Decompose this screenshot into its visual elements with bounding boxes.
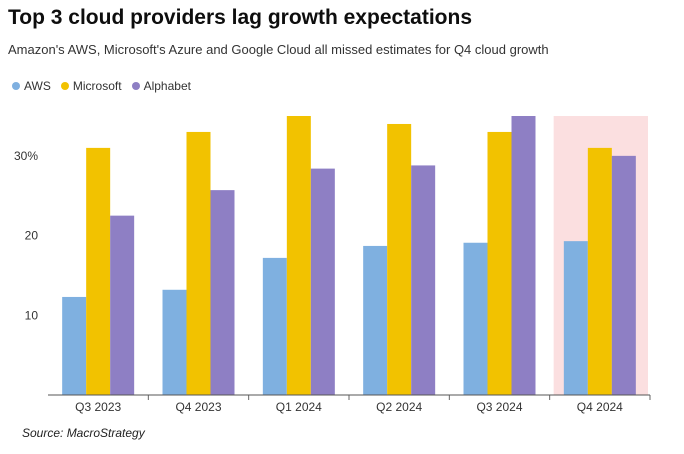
legend-item-alphabet: Alphabet <box>131 79 191 93</box>
bar-aws-q4-2023 <box>162 289 187 395</box>
bar-microsoft-q4-2023 <box>186 131 211 395</box>
bar-alphabet-q3-2024 <box>511 116 536 395</box>
bar-microsoft-q4-2024 <box>587 147 612 395</box>
bar-microsoft-q2-2024 <box>387 123 412 395</box>
x-tick-label: Q3 2024 <box>476 400 522 414</box>
bar-aws-q4-2024 <box>563 241 588 395</box>
x-tick-label: Q4 2024 <box>577 400 623 414</box>
legend: AWS Microsoft Alphabet <box>12 79 191 93</box>
legend-label-alphabet: Alphabet <box>143 79 191 93</box>
legend-swatch-alphabet <box>131 82 140 90</box>
bar-microsoft-q3-2023 <box>86 147 111 395</box>
bar-aws-q3-2023 <box>62 296 87 395</box>
legend-label-microsoft: Microsoft <box>72 79 122 93</box>
legend-swatch-aws <box>12 82 20 90</box>
x-tick-label: Q2 2024 <box>376 400 422 414</box>
chart-title: Top 3 cloud providers lag growth expecta… <box>8 6 473 29</box>
x-tick-label: Q4 2023 <box>175 400 221 414</box>
x-tick-label: Q3 2023 <box>75 400 121 414</box>
legend-swatch-microsoft <box>60 82 69 90</box>
bar-aws-q2-2024 <box>363 245 388 395</box>
bar-alphabet-q4-2024 <box>611 155 636 395</box>
source-note: Source: MacroStrategy <box>22 426 145 440</box>
y-tick-label: 30% <box>14 149 38 163</box>
bar-microsoft-q1-2024 <box>286 116 311 395</box>
legend-label-aws: AWS <box>24 79 51 93</box>
legend-item-aws: AWS <box>12 79 51 93</box>
bar-alphabet-q4-2023 <box>210 190 235 395</box>
bar-alphabet-q2-2024 <box>411 165 436 395</box>
x-tick-label: Q1 2024 <box>276 400 322 414</box>
chart-subtitle: Amazon's AWS, Microsoft's Azure and Goog… <box>8 42 549 57</box>
bar-microsoft-q3-2024 <box>487 131 512 395</box>
bar-alphabet-q1-2024 <box>310 168 335 395</box>
y-tick-label: 20 <box>25 229 39 243</box>
bar-aws-q3-2024 <box>463 242 488 395</box>
y-tick-label: 10 <box>25 308 39 322</box>
legend-item-microsoft: Microsoft <box>60 79 122 93</box>
bar-alphabet-q3-2023 <box>110 215 135 395</box>
bar-aws-q1-2024 <box>262 257 287 395</box>
